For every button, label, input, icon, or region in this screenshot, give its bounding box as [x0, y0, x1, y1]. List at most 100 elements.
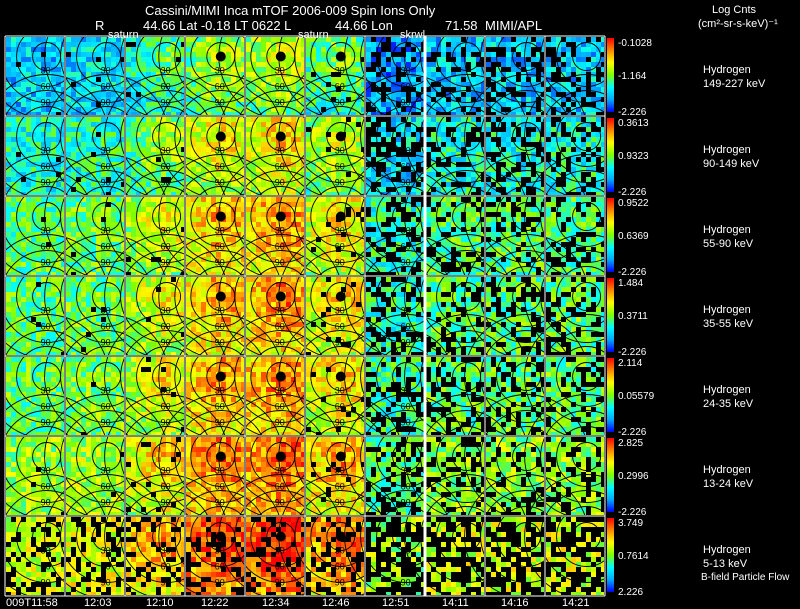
- pixel-cell: [71, 37, 76, 42]
- pixel-cell: [396, 62, 401, 67]
- pixel-cell: [196, 67, 201, 72]
- pixel-cell: [196, 87, 201, 92]
- pixel-cell: [191, 167, 196, 172]
- contour-label: 90: [215, 258, 225, 268]
- pixel-cell: [206, 192, 211, 195]
- pixel-cell: [101, 157, 106, 162]
- pixel-cell: [536, 122, 541, 127]
- pixel-cell: [181, 167, 184, 172]
- pixel-cell: [551, 87, 556, 92]
- pixel-cell: [141, 87, 146, 92]
- pixel-cell: [391, 207, 396, 212]
- pixel-cell: [501, 37, 506, 42]
- pixel-cell: [496, 112, 501, 115]
- pixel-cell: [601, 82, 604, 87]
- pixel-cell: [121, 252, 124, 257]
- pixel-cell: [6, 137, 11, 142]
- pixel-cell: [221, 82, 226, 87]
- pixel-cell: [346, 257, 351, 262]
- pixel-cell: [106, 37, 111, 42]
- pixel-cell: [286, 82, 291, 87]
- pixel-cell: [6, 252, 11, 257]
- pixel-cell: [241, 157, 244, 162]
- pixel-cell: [116, 72, 121, 77]
- pixel-cell: [66, 42, 71, 47]
- pixel-cell: [546, 172, 551, 177]
- pixel-cell: [601, 107, 604, 112]
- pixel-cell: [56, 202, 61, 207]
- pixel-cell: [591, 87, 596, 92]
- pixel-cell: [136, 67, 141, 72]
- pixel-cell: [166, 187, 171, 192]
- pixel-cell: [581, 57, 586, 62]
- pixel-cell: [156, 142, 161, 147]
- pixel-cell: [306, 272, 311, 275]
- pixel-cell: [286, 217, 291, 222]
- pixel-cell: [311, 197, 316, 202]
- pixel-cell: [26, 42, 31, 47]
- pixel-cell: [66, 102, 71, 107]
- pixel-cell: [156, 202, 161, 207]
- pixel-cell: [386, 212, 391, 217]
- pixel-cell: [321, 167, 326, 172]
- pixel-cell: [156, 182, 161, 187]
- pixel-cell: [66, 217, 71, 222]
- pixel-cell: [231, 232, 236, 237]
- pixel-cell: [106, 217, 111, 222]
- pixel-cell: [411, 257, 416, 262]
- pixel-cell: [31, 147, 36, 152]
- pixel-cell: [366, 167, 371, 172]
- pixel-cell: [236, 242, 241, 247]
- pixel-cell: [16, 112, 21, 115]
- pixel-cell: [256, 37, 261, 42]
- pixel-cell: [236, 227, 241, 232]
- pixel-cell: [146, 87, 151, 92]
- pixel-cell: [406, 237, 411, 242]
- pixel-cell: [186, 177, 191, 182]
- pixel-cell: [206, 167, 211, 172]
- pixel-cell: [211, 137, 216, 142]
- pixel-cell: [216, 192, 221, 195]
- pixel-cell: [171, 242, 176, 247]
- pixel-cell: [146, 247, 151, 252]
- pixel-cell: [76, 262, 81, 267]
- pixel-cell: [491, 132, 496, 137]
- pixel-cell: [311, 92, 316, 97]
- pixel-cell: [51, 57, 56, 62]
- pixel-cell: [156, 197, 161, 202]
- pixel-cell: [516, 137, 521, 142]
- pixel-cell: [331, 187, 336, 192]
- pixel-cell: [171, 192, 176, 195]
- pixel-cell: [91, 37, 96, 42]
- pixel-cell: [166, 172, 171, 177]
- pixel-cell: [186, 57, 191, 62]
- pixel-cell: [151, 217, 156, 222]
- pixel-cell: [441, 272, 446, 275]
- pixel-cell: [41, 172, 46, 177]
- pixel-cell: [271, 107, 276, 112]
- pixel-cell: [346, 102, 351, 107]
- pixel-cell: [421, 222, 424, 227]
- pixel-cell: [451, 147, 456, 152]
- pixel-cell: [231, 97, 236, 102]
- pixel-cell: [231, 87, 236, 92]
- pixel-cell: [96, 272, 101, 275]
- pixel-cell: [351, 202, 356, 207]
- pixel-cell: [326, 37, 331, 42]
- pixel-cell: [181, 207, 184, 212]
- pixel-cell: [61, 37, 64, 42]
- pixel-cell: [221, 122, 226, 127]
- pixel-cell: [61, 192, 64, 195]
- pixel-cell: [91, 72, 96, 77]
- pixel-cell: [571, 157, 576, 162]
- pixel-cell: [561, 162, 566, 167]
- pixel-cell: [236, 77, 241, 82]
- pixel-cell: [171, 117, 176, 122]
- pixel-cell: [221, 117, 226, 122]
- pixel-cell: [241, 47, 244, 52]
- pixel-cell: [521, 207, 526, 212]
- pixel-cell: [386, 157, 391, 162]
- pixel-cell: [391, 212, 396, 217]
- pitch-angle-contour: [572, 122, 602, 151]
- pixel-cell: [356, 222, 361, 227]
